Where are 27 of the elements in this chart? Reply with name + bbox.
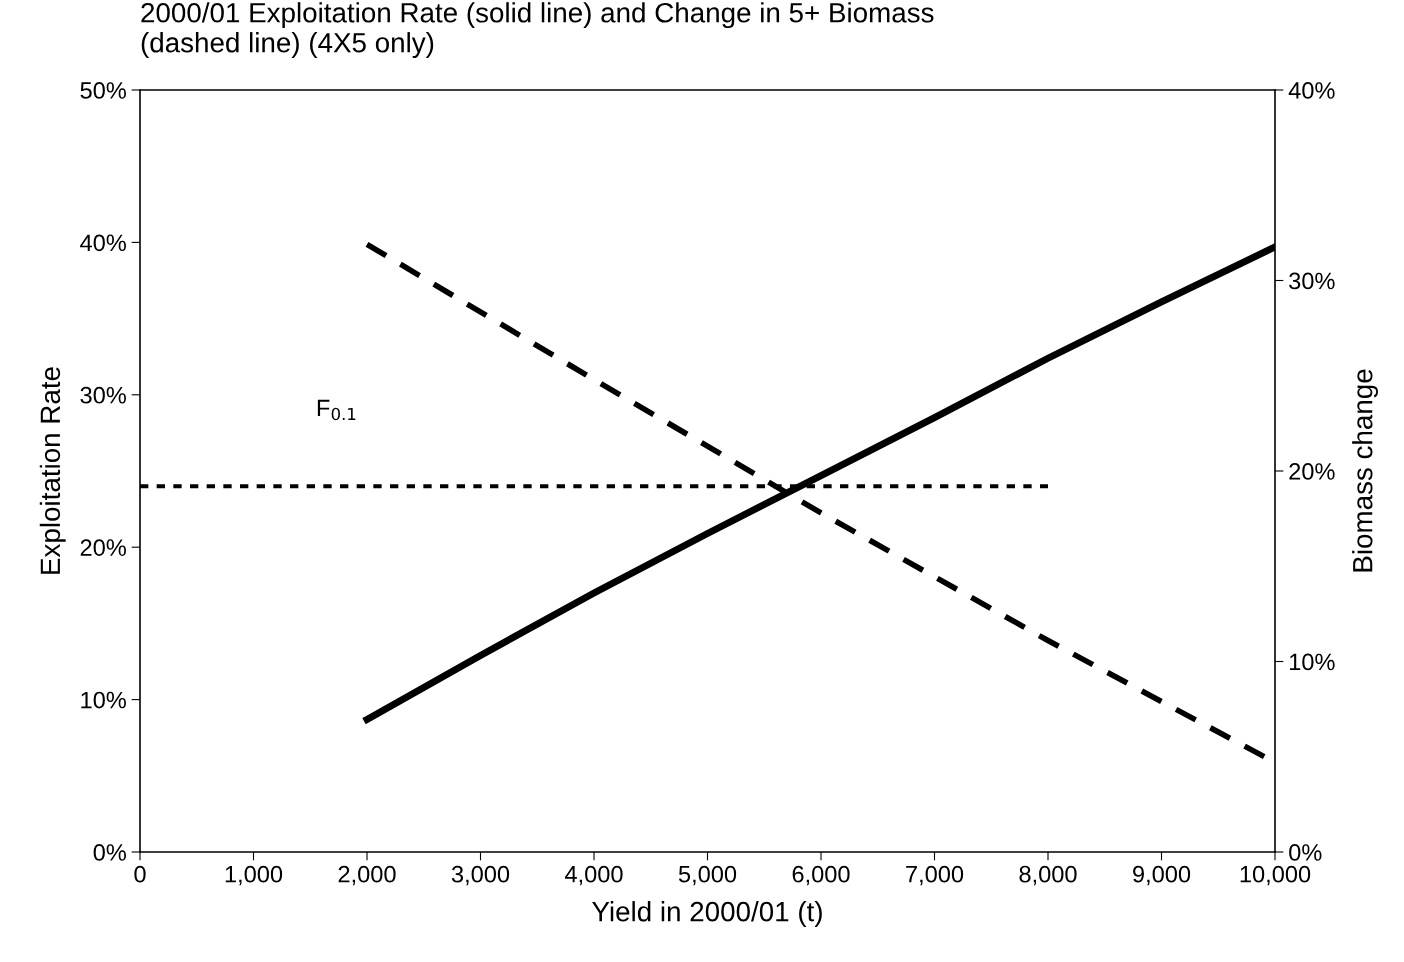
- x-tick-label: 3,000: [451, 865, 510, 886]
- y-tick-label: 10%: [81, 691, 126, 709]
- x-tick-label: 5,000: [678, 865, 737, 886]
- y2-tick-label: 40%: [1288, 82, 1335, 99]
- annotation: F$_{0.1}$: [317, 399, 356, 421]
- y-tick-label: 30%: [80, 386, 126, 404]
- x-tick-label: 7,000: [906, 865, 964, 886]
- x-tick-label: 10,000: [1240, 865, 1311, 886]
- x-tick-label: 0: [134, 865, 146, 883]
- x-tick-label: 4,000: [565, 865, 623, 886]
- y2-tick-label: 0%: [1289, 844, 1322, 861]
- x-tick-label: 1,000: [225, 865, 283, 886]
- y-tick-label: 40%: [80, 234, 126, 252]
- x-tick-label: 2,000: [338, 865, 396, 886]
- chart-title: 2000/01 Exploitation Rate (solid line) and Change in 5+ Biomass (dashed line) (4X5 only): [141, 2, 934, 58]
- y2-tick-label: 10%: [1289, 653, 1335, 671]
- x-axis-title: Yield in 2000/01 (t): [592, 901, 822, 927]
- y-axis-title: Exploitation Rate: [39, 367, 66, 574]
- y-tick-label: 50%: [80, 82, 126, 99]
- x-tick-label: 9,000: [1133, 865, 1191, 886]
- y2-axis-title: Biomass change: [1352, 369, 1379, 572]
- x-tick-label: 8,000: [1019, 865, 1077, 886]
- x-tick-label: 6,000: [792, 865, 850, 886]
- y-tick-label: 20%: [80, 539, 126, 556]
- y2-tick-label: 30%: [1289, 272, 1335, 290]
- y-tick-label: 0%: [93, 844, 126, 861]
- y2-tick-label: 20%: [1289, 463, 1335, 480]
